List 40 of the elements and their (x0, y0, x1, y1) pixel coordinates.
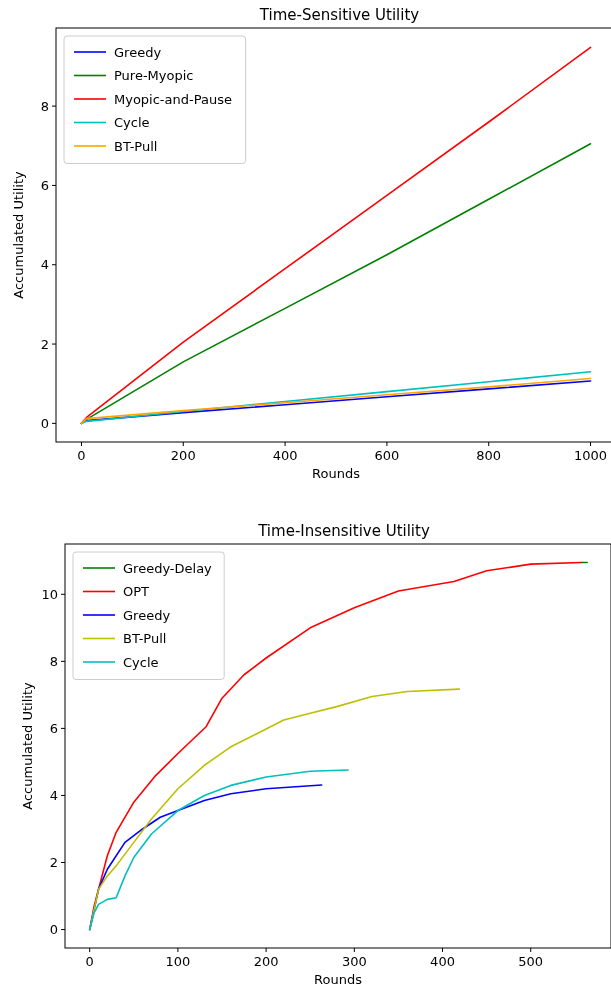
legend-label: Cycle (114, 115, 150, 130)
x-tick-label: 1000 (574, 448, 608, 463)
legend-label: Myopic-and-Pause (114, 91, 232, 107)
y-tick-label: 0 (40, 415, 49, 431)
x-tick-label: 400 (430, 954, 455, 969)
legend-label: Greedy-Delay (123, 560, 213, 576)
line-series (88, 769, 349, 931)
legend-label: Pure-Myopic (114, 68, 194, 83)
y-tick-label: 0 (49, 922, 58, 938)
y-tick-label: 4 (40, 257, 49, 273)
y-axis-title: Accumulated Utility (11, 171, 26, 299)
chart-title: Time-Insensitive Utility (257, 522, 430, 540)
x-tick-label: 100 (165, 954, 191, 969)
y-tick-label: 8 (49, 653, 58, 669)
y-tick-label: 2 (49, 855, 58, 871)
y-tick-label: 6 (49, 720, 58, 736)
legend-label: OPT (123, 584, 150, 599)
y-tick-label: 4 (49, 787, 58, 803)
y-tick-label: 10 (41, 586, 58, 602)
x-tick-label: 400 (272, 448, 298, 463)
chart-title: Time-Sensitive Utility (258, 6, 420, 24)
x-axis-title: Rounds (314, 972, 363, 987)
y-axis-title: Accumulated Utility (20, 682, 35, 810)
x-tick-label: 0 (77, 448, 86, 463)
x-tick-label: 200 (253, 954, 279, 969)
y-tick-label: 8 (40, 98, 49, 114)
legend-label: Greedy (123, 607, 171, 623)
x-tick-label: 200 (170, 448, 196, 463)
legend-label: Cycle (123, 654, 159, 670)
y-tick-label: 6 (40, 177, 49, 193)
x-tick-label: 500 (518, 954, 544, 969)
x-tick-label: 0 (85, 954, 94, 969)
y-tick-label: 2 (40, 336, 49, 352)
legend-label: BT-Pull (114, 138, 158, 154)
x-tick-label: 600 (374, 448, 400, 463)
x-axis-title: Rounds (312, 466, 361, 481)
x-tick-label: 300 (341, 954, 367, 969)
legend-label: Greedy (114, 44, 162, 60)
legend-label: BT-Pull (123, 631, 167, 646)
x-tick-label: 800 (476, 448, 502, 463)
